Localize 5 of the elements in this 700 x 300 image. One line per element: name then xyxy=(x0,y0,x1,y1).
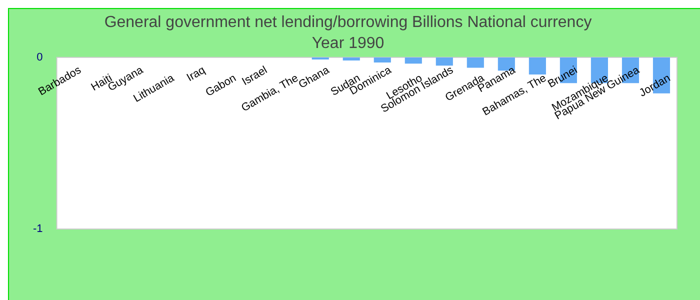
chart-subtitle: Year 1990 xyxy=(312,35,384,52)
x-tick-label: Iraq xyxy=(184,64,208,84)
y-tick-label: -1 xyxy=(33,223,43,236)
y-tick-label: 0 xyxy=(36,51,43,64)
chart-title: General government net lending/borrowing Billions National currency xyxy=(104,14,592,32)
